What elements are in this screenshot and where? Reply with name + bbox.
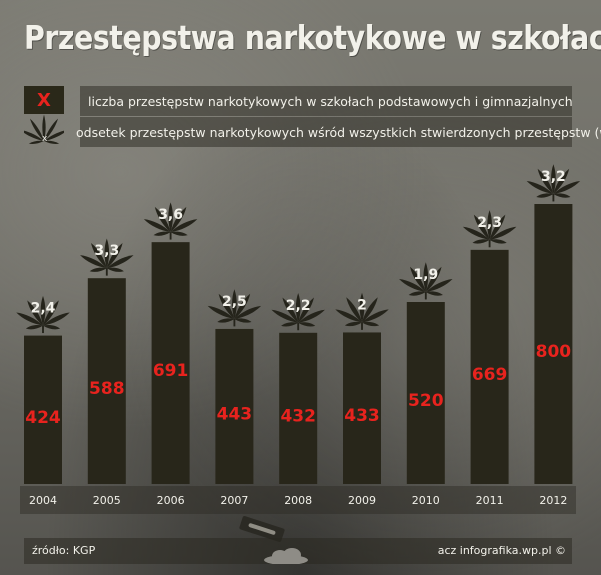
- page-title: Przestępstwa narkotykowe w szkołach: [24, 18, 601, 57]
- cannabis-leaf-icon: [526, 164, 581, 202]
- cannabis-leaf-icon: [143, 202, 198, 240]
- bar: [406, 302, 445, 484]
- legend-band: [80, 86, 572, 116]
- axis-band: [20, 486, 576, 514]
- legend-pct-marker: x: [42, 134, 48, 144]
- bar: [24, 335, 62, 484]
- x-tick-label: 2010: [412, 494, 440, 507]
- x-tick-label: 2012: [539, 494, 567, 507]
- bar-value-label: 432: [280, 406, 316, 426]
- x-tick-label: 2005: [93, 494, 121, 507]
- footer: źródło: KGP acz infografika.wp.pl ©: [24, 538, 572, 564]
- bar: [215, 328, 254, 484]
- cannabis-leaf-icon: x: [20, 111, 68, 147]
- bar-value-label: 433: [344, 406, 380, 426]
- cannabis-leaf-icon: [335, 292, 389, 330]
- legend-pct-label: odsetek przestępstw narkotykowych wśród …: [76, 124, 601, 140]
- cannabis-leaf-icon: [399, 262, 453, 300]
- cannabis-leaf-icon: [20, 114, 68, 144]
- percent-label: 2,4: [31, 301, 56, 317]
- percent-label: 2,2: [286, 298, 311, 314]
- cannabis-leaf-icon: [16, 295, 70, 334]
- bar: [343, 332, 381, 484]
- x-tick-label: 2006: [157, 494, 185, 507]
- bar-value-label: 669: [472, 365, 508, 385]
- legend-count-marker: X: [24, 86, 64, 114]
- legend-leaf-svg: [20, 114, 68, 144]
- percent-label: 3,2: [541, 169, 566, 185]
- x-tick-label: 2008: [284, 494, 312, 507]
- bar-value-label: 800: [536, 342, 572, 362]
- percent-label: 1,9: [413, 267, 438, 283]
- source-text: źródło: KGP: [32, 544, 96, 557]
- cannabis-leaf-icon: [207, 289, 262, 327]
- cannabis-leaf-icon: [271, 293, 325, 331]
- x-tick-label: 2004: [29, 494, 57, 507]
- bar-value-label: 520: [408, 391, 444, 411]
- percent-label: 2,3: [477, 215, 502, 231]
- x-tick-label: 2009: [348, 494, 376, 507]
- bar: [534, 204, 573, 484]
- percent-label: 3,3: [94, 243, 119, 259]
- legend-band: [80, 117, 572, 147]
- bar: [470, 249, 509, 484]
- cannabis-leaf-icon: [80, 238, 134, 276]
- cannabis-leaf-icon: [462, 210, 517, 248]
- legend-count-label: liczba przestępstw narkotykowych w szkoł…: [88, 93, 573, 109]
- bar: [87, 278, 126, 484]
- bar-value-label: 588: [89, 379, 125, 399]
- percent-label: 2,5: [222, 294, 247, 310]
- legend-pct: x odsetek przestępstw narkotykowych wśró…: [20, 114, 601, 147]
- bar-value-label: 424: [25, 408, 61, 428]
- credit-text: acz infografika.wp.pl ©: [437, 544, 566, 557]
- bar-value-label: 443: [217, 404, 253, 424]
- bar-value-label: 691: [153, 361, 189, 381]
- x-tick-label: 2007: [220, 494, 248, 507]
- x-tick-label: 2011: [476, 494, 504, 507]
- bar: [151, 242, 190, 484]
- razor-blade-icon: [239, 516, 285, 542]
- bar: [279, 332, 318, 484]
- percent-label: 2: [357, 297, 367, 313]
- legend-count: X liczba przestępstw narkotykowych w szk…: [24, 86, 573, 116]
- percent-label: 3,6: [158, 207, 183, 223]
